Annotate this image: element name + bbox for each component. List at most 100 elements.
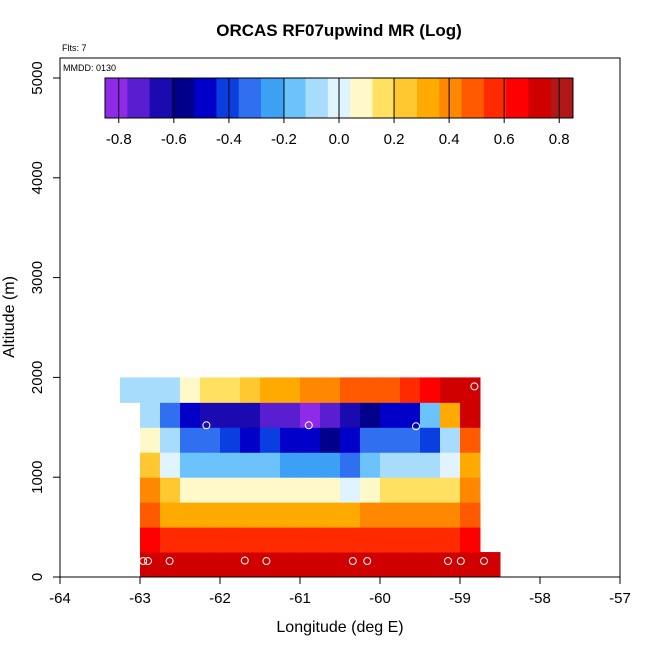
plot-frame (59, 57, 621, 578)
heatmap-cell (380, 402, 401, 428)
heatmap-cell (180, 427, 201, 453)
flight-point (202, 421, 211, 430)
heatmap-cell (240, 377, 261, 403)
heatmap-cell (320, 552, 341, 578)
heatmap-cell (400, 427, 421, 453)
heatmap-cell (240, 477, 261, 503)
colorbar-swatch (483, 78, 507, 118)
colorbar-swatch (216, 78, 240, 118)
heatmap-cell (460, 427, 481, 453)
y-tick-label: 5000 (29, 61, 46, 94)
heatmap-cell (240, 402, 261, 428)
heatmap-cell (420, 427, 441, 453)
heatmap-cell (320, 402, 341, 428)
heatmap-cell (460, 502, 481, 528)
heatmap-cell (280, 452, 301, 478)
heatmap-cell (220, 402, 241, 428)
heatmap-cell (400, 552, 421, 578)
heatmap-cell (340, 477, 361, 503)
heatmap-cell (360, 502, 381, 528)
heatmap-cell (120, 377, 141, 403)
heatmap-cell (320, 452, 341, 478)
x-tick-label: -57 (609, 590, 631, 607)
x-axis: -64 -63 -62 -61 -60 -59 -58 -57 (49, 577, 631, 607)
heatmap-cell (160, 377, 181, 403)
heatmap-cell (360, 477, 381, 503)
heatmap-cell (440, 477, 461, 503)
y-tick-label: 0 (29, 573, 46, 581)
heatmap-cell (260, 402, 281, 428)
heatmap-cell (440, 377, 461, 403)
colorbar-swatch (550, 78, 574, 118)
heatmap-cell (380, 527, 401, 553)
heatmap-cell (300, 452, 321, 478)
heatmap-cell (320, 527, 341, 553)
colorbar-tick-label: -0.8 (106, 131, 132, 148)
heatmap-cell (360, 377, 381, 403)
heatmap-cell (400, 402, 421, 428)
y-axis: 0 1000 2000 3000 4000 5000 (29, 61, 60, 581)
y-axis-label: Altitude (m) (1, 276, 18, 358)
heatmap-cell (200, 427, 221, 453)
heatmap-cell (440, 552, 461, 578)
colorbar-swatch (127, 78, 150, 118)
colorbar-tick-label: 0.8 (549, 131, 570, 148)
heatmap-cell (380, 552, 401, 578)
y-tick-label: 4000 (29, 161, 46, 194)
x-tick-label: -63 (129, 590, 151, 607)
flight-point (470, 382, 479, 391)
heatmap-cell (180, 452, 201, 478)
heatmap-cell (160, 477, 181, 503)
date-annotation: MMDD: 0130 (63, 63, 116, 73)
heatmap-cell (440, 427, 461, 453)
heatmap-cell (260, 427, 281, 453)
heatmap-cell (280, 502, 301, 528)
heatmap-cell (140, 452, 161, 478)
heatmap-cell (280, 477, 301, 503)
heatmap-cell (300, 402, 321, 428)
heatmap-cell (240, 427, 261, 453)
colorbar-swatch (372, 78, 396, 118)
heatmap-cell (180, 477, 201, 503)
heatmap-cell (440, 402, 461, 428)
heatmap-cell (440, 502, 461, 528)
heatmap-cell (360, 552, 381, 578)
heatmap-cell (280, 377, 301, 403)
heatmap-cell (260, 377, 281, 403)
colorbar-swatch (350, 78, 373, 118)
heatmap-cell (220, 502, 241, 528)
heatmap-cell (260, 502, 281, 528)
heatmap-cell (140, 527, 161, 553)
heatmap-cell (420, 377, 441, 403)
heatmap-cell (240, 452, 261, 478)
colorbar: -0.8 -0.6 -0.4 -0.2 0.0 0.2 0.4 0.6 0.8 (104, 77, 574, 148)
heatmap-cell (360, 427, 381, 453)
heatmap-cell (180, 502, 201, 528)
heatmap-cell (200, 552, 221, 578)
x-tick-label: -58 (529, 590, 551, 607)
flight-point (480, 557, 488, 566)
colorbar-tick-label: 0.2 (384, 131, 405, 148)
colorbar-swatch (283, 78, 306, 118)
heatmap-cell (380, 502, 401, 528)
heatmap-cell (140, 477, 161, 503)
heatmap-cell (200, 402, 221, 428)
flight-point (456, 557, 465, 566)
flight-point (262, 557, 271, 566)
heatmap-cell (180, 552, 201, 578)
heatmap-cell (200, 502, 221, 528)
colorbar-swatch (394, 78, 418, 118)
heatmap-cell (140, 427, 161, 453)
heatmap-cell (460, 477, 481, 503)
heatmap-cell (340, 402, 361, 428)
heatmap-cell (180, 402, 201, 428)
flight-point (240, 556, 249, 565)
heatmap-cell (400, 452, 421, 478)
flight-point (348, 557, 357, 566)
colorbar-swatch (171, 78, 195, 118)
heatmap-cell (400, 527, 421, 553)
heatmap-cell (440, 527, 461, 553)
colorbar-swatch (305, 78, 329, 118)
heatmap-cell (160, 427, 181, 453)
heatmap-cell (420, 402, 441, 428)
